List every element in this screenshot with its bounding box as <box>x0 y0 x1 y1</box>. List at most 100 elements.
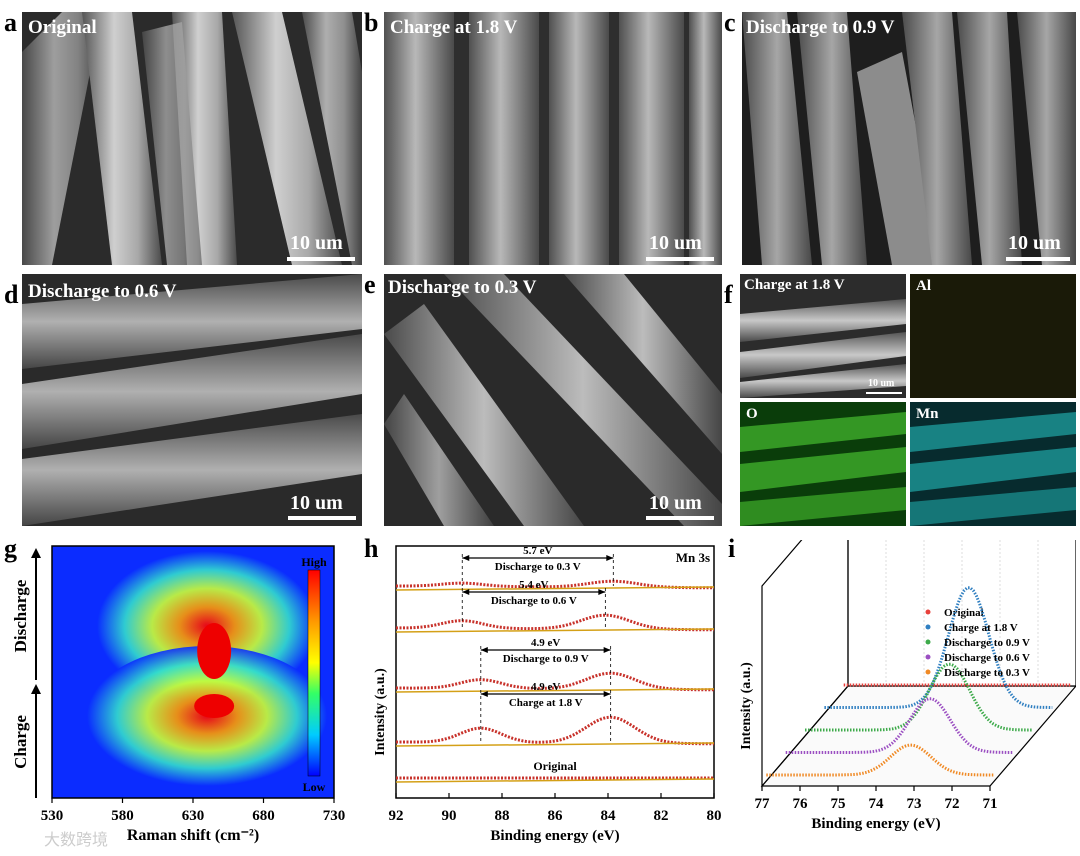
split-arrowhead-right-2 <box>603 647 611 653</box>
sem-image-e <box>384 274 722 526</box>
scale-label-c: 10 um <box>1008 232 1061 254</box>
y-label-discharge: Discharge <box>11 579 30 652</box>
series-baseline-1 <box>395 628 715 633</box>
colorbar-low-label: Low <box>303 780 326 794</box>
legend-marker-2 <box>925 639 931 645</box>
eds-map-mn-label: Mn <box>916 406 939 422</box>
eds-map-al-label: Al <box>916 278 931 294</box>
sem-panel-b: Charge at 1.8 V 10 um <box>384 12 722 265</box>
scale-bar-d <box>288 516 356 520</box>
watermark: 大数跨境 <box>44 830 109 849</box>
y-label-charge: Charge <box>11 715 30 769</box>
eds-map-o-label: O <box>746 406 758 422</box>
legend-marker-0 <box>925 609 931 615</box>
legend-label-4: Discharge to 0.3 V <box>944 667 1030 679</box>
sem-panel-e: Discharge to 0.3 V 10 um <box>384 274 722 526</box>
x-axis-label: Raman shift (cm⁻²) <box>127 827 259 844</box>
scale-bar-e <box>646 516 714 520</box>
series-label-0: Discharge to 0.3 V <box>495 561 581 573</box>
series-baseline-0 <box>395 586 715 591</box>
colorbar <box>307 569 321 777</box>
chart-h-mn3s-xps: Mn 3s 5.7 eV Discharge to 0.3 V 5.4 eV Disch… <box>373 545 722 844</box>
series-curve-2 <box>805 662 1033 732</box>
split-arrowhead-left-0 <box>462 555 470 561</box>
legend-marker-1 <box>925 624 931 630</box>
panel-letter-f: f <box>724 280 733 309</box>
sem-panel-d: Discharge to 0.6 V 10 um <box>22 274 362 526</box>
scale-label-e: 10 um <box>649 492 702 514</box>
x-tick-label-5: 72 <box>945 796 960 812</box>
split-arrowhead-right-0 <box>606 555 614 561</box>
panel-b-title: Charge at 1.8 V <box>390 17 518 38</box>
x-tick-label-0: 530 <box>41 808 64 824</box>
x-tick-label-5: 82 <box>654 808 669 824</box>
eds-map-al: Al <box>910 274 1076 398</box>
side-plane <box>761 540 849 788</box>
legend-label-3: Discharge to 0.6 V <box>944 652 1030 664</box>
scale-label-f: 10 um <box>868 378 895 389</box>
split-arrowhead-left-2 <box>480 647 488 653</box>
split-label-0: 5.7 eV <box>523 545 552 557</box>
y-axis-label: Intensity (a.u.) <box>373 668 388 756</box>
series-label-4: Original <box>533 759 577 773</box>
split-arrowhead-right-3 <box>603 691 611 697</box>
panel-e-title: Discharge to 0.3 V <box>388 277 537 298</box>
x-tick-label-2: 630 <box>182 808 205 824</box>
x-tick-label-2: 88 <box>495 808 510 824</box>
split-label-1: 5.4 eV <box>519 579 548 591</box>
panel-letter-d: d <box>4 280 19 309</box>
split-arrowhead-left-1 <box>462 589 470 595</box>
panel-letter-a: a <box>4 8 17 37</box>
series-data-2 <box>396 671 714 692</box>
panel-letter-g: g <box>4 534 17 563</box>
x-tick-label-4: 84 <box>601 808 617 824</box>
eds-sem-image: Charge at 1.8 V 10 um <box>740 274 906 398</box>
x-tick-label-1: 90 <box>442 808 457 824</box>
x-tick-label-3: 680 <box>252 808 275 824</box>
split-arrowhead-right-1 <box>598 589 606 595</box>
legend-label-0: Original <box>944 607 984 619</box>
series-label-1: Discharge to 0.6 V <box>491 595 577 607</box>
eds-map-mn: Mn <box>910 402 1076 526</box>
x-tick-label-3: 86 <box>548 808 564 824</box>
panel-d-title: Discharge to 0.6 V <box>28 281 177 302</box>
chart-g-raman-heatmap: High Low Discharge Charge 530 580 630 680 730 Ram… <box>11 545 346 844</box>
series-data-0 <box>396 579 714 590</box>
x-tick-label-0: 77 <box>755 796 771 812</box>
panel-letter-b: b <box>364 8 379 37</box>
scale-bar-a <box>287 257 355 261</box>
panel-a-title: Original <box>28 17 97 38</box>
sem-panel-c: Discharge to 0.9 V 10 um <box>742 12 1076 265</box>
series-curve-4 <box>766 743 995 777</box>
panel-letter-e: e <box>364 270 376 299</box>
heatmap-hotspot-1 <box>194 694 235 718</box>
x-tick-label-6: 71 <box>983 796 998 812</box>
series-data-3 <box>396 715 714 746</box>
scale-bar-c <box>1006 257 1070 261</box>
split-label-2: 4.9 eV <box>531 637 560 649</box>
series-baseline-4 <box>395 778 715 783</box>
sem-image-d <box>22 274 362 526</box>
scale-label-a: 10 um <box>290 232 343 254</box>
split-label-3: 4.9 eV <box>531 681 560 693</box>
legend-label-2: Discharge to 0.9 V <box>944 637 1030 649</box>
x-tick-label-2: 75 <box>831 796 846 812</box>
series-data-1 <box>395 613 714 632</box>
x-tick-label-1: 580 <box>111 808 134 824</box>
sem-image-b <box>384 12 722 265</box>
colorbar-high-label: High <box>301 555 327 569</box>
panel-c-title: Discharge to 0.9 V <box>746 17 895 38</box>
x-axis-label: Binding energy (eV) <box>811 816 940 832</box>
y-axis-label: Intensity (a.u.) <box>739 662 754 750</box>
panel-letter-c: c <box>724 8 736 37</box>
sem-panel-a: Original 10 um <box>22 12 362 265</box>
heatmap-hotspot-0 <box>197 623 232 679</box>
x-tick-label-0: 92 <box>389 808 404 824</box>
charge-arrowhead <box>31 684 41 694</box>
scale-bar-f <box>866 392 902 394</box>
eds-title: Charge at 1.8 V <box>744 277 845 293</box>
discharge-arrowhead <box>31 548 41 558</box>
x-tick-label-4: 730 <box>323 808 346 824</box>
scale-label-b: 10 um <box>649 232 702 254</box>
